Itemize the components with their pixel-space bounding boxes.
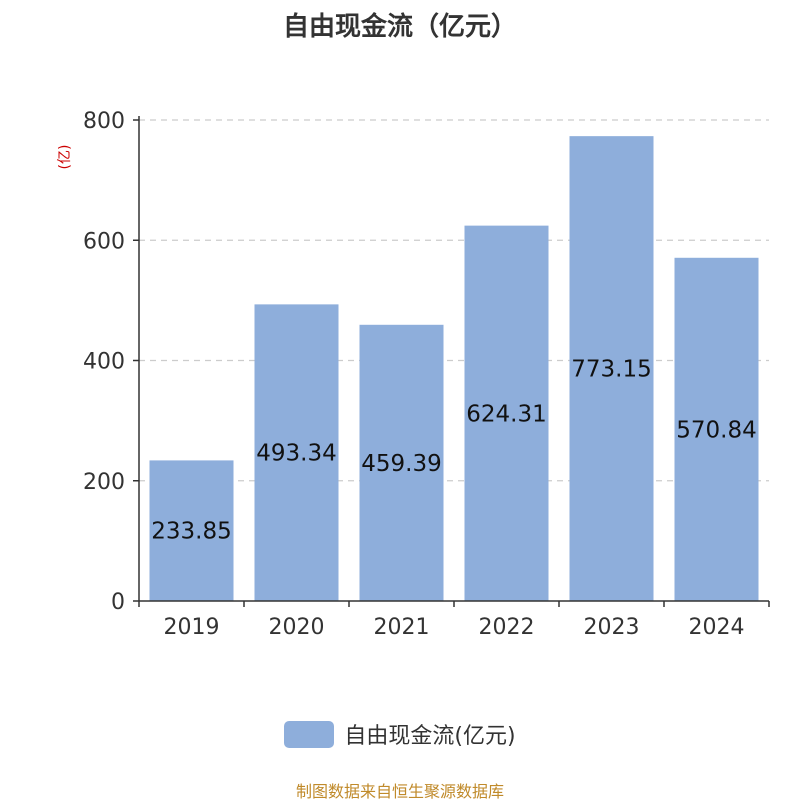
bar [359,324,444,601]
source-note: 制图数据来自恒生聚源数据库 [295,782,504,801]
legend-swatch [284,720,335,748]
data-label: 773.15 [571,357,651,383]
legend-label: 自由现金流(亿元) [344,724,516,749]
data-label: 570.84 [676,417,756,443]
data-label: 459.39 [361,451,441,477]
data-labels: 233.85 493.34 459.39 624.31 773.15 570.84 [151,357,756,545]
x-tick-label: 2023 [584,615,640,640]
data-label: 624.31 [466,401,546,427]
grid-lines [139,119,769,482]
bar [254,304,339,601]
y-tick-label: 400 [83,350,125,375]
bar [464,225,549,601]
bar [569,136,654,602]
chart-title: 自由现金流（亿元） [282,12,517,42]
x-tick-label: 2021 [374,615,430,640]
x-tick-label: 2019 [164,615,220,640]
legend[interactable]: 自由现金流(亿元) [0,718,800,750]
data-label: 233.85 [151,519,231,545]
y-tick-label: 800 [83,109,125,134]
bar [149,460,234,601]
y-tick-label: 600 [83,229,125,254]
x-tick-label: 2020 [269,615,325,640]
axes: 0 200 400 600 800 2019 2020 2021 2022 2023 2024 [83,109,770,640]
bars [149,136,759,602]
y-tick-label: 200 [83,470,125,495]
y-tick-label: 0 [111,590,125,615]
bar [674,257,759,601]
x-tick-label: 2022 [479,615,535,640]
x-tick-label: 2024 [689,615,745,640]
data-label: 493.34 [256,441,336,467]
